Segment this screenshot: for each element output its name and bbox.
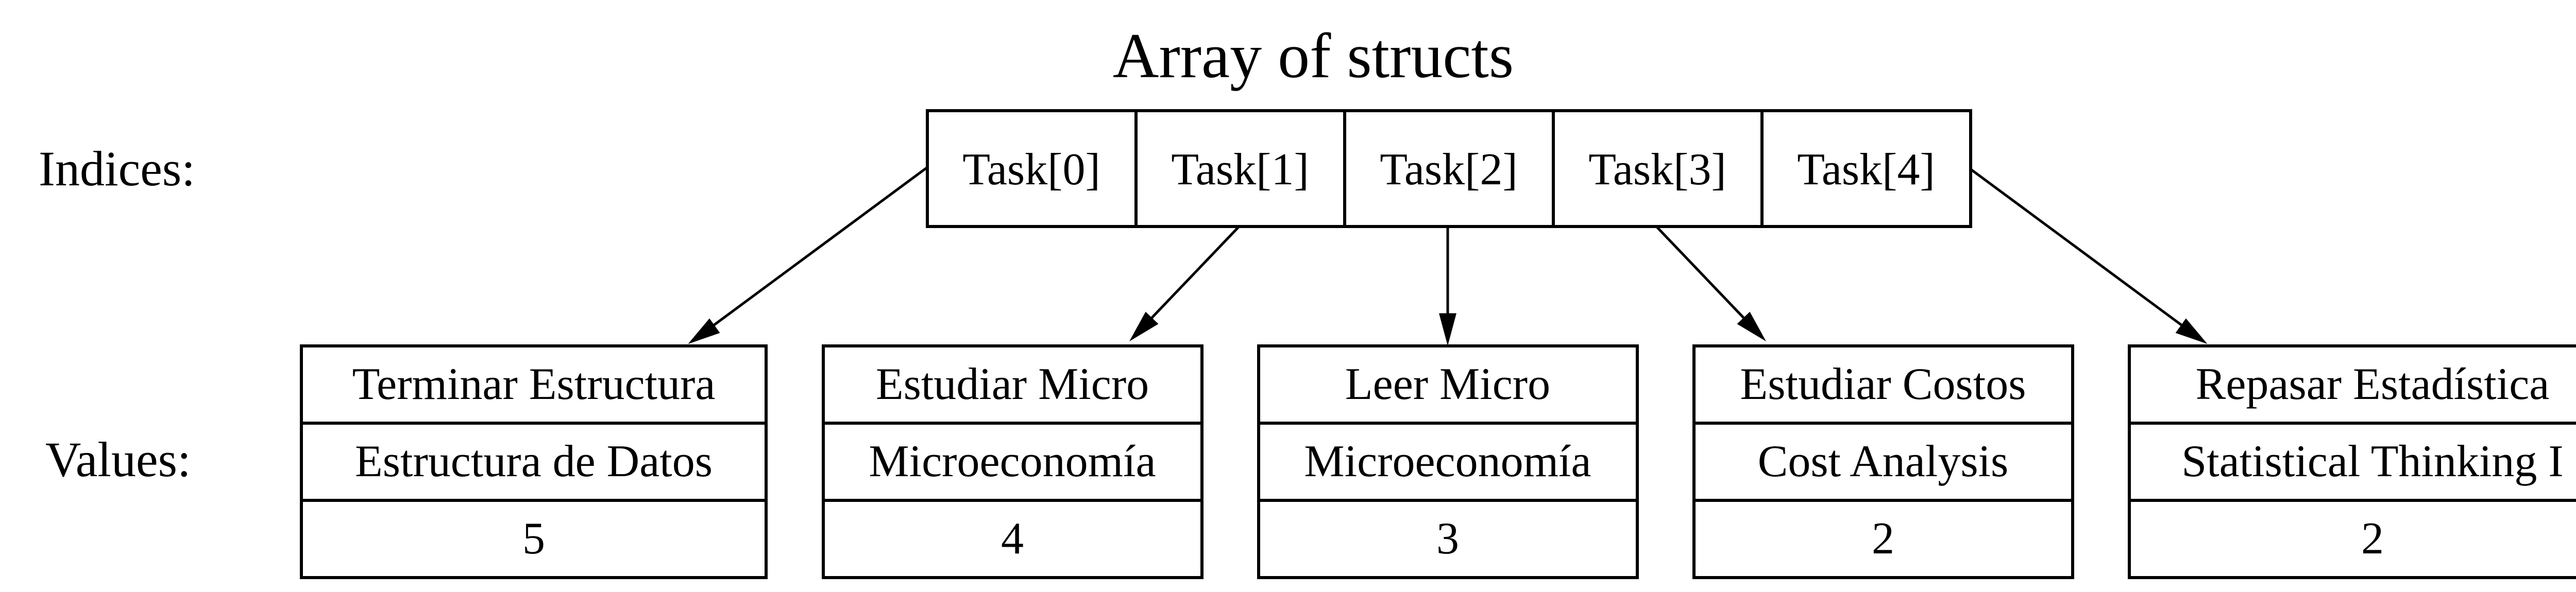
record-course: Microeconomía [869,437,1156,486]
record-course: Cost Analysis [1758,437,2009,486]
arrowhead-task-2 [1439,313,1456,346]
values-label: Values: [45,432,191,487]
edge-task-4 [1967,166,2183,327]
arrowhead-task-4 [2175,318,2208,344]
record-priority: 5 [522,514,545,564]
record-course: Statistical Thinking I [2181,437,2563,486]
edge-task-1 [1150,225,1240,319]
record-course: Estructura de Datos [355,437,713,486]
index-cell: Task[3] [1552,109,1764,228]
record-name: Leer Micro [1345,359,1550,409]
arrowhead-task-3 [1737,311,1766,342]
record-priority: 4 [1001,514,1024,564]
index-cell-label: Task[2] [1380,145,1518,195]
record-course: Microeconomía [1304,437,1591,486]
record-name: Terminar Estructura [352,359,716,409]
record-name: Estudiar Costos [1740,359,2026,409]
record-priority: 2 [2361,514,2384,564]
record-priority: 3 [1436,514,1459,564]
index-cell: Task[0] [926,109,1138,228]
index-cell-label: Task[1] [1171,145,1309,195]
indices-label: Indices: [39,141,195,196]
edge-task-3 [1655,225,1745,319]
struct-record: Repasar Estadística Statistical Thinking… [2128,344,2576,579]
record-priority: 2 [1872,514,1894,564]
diagram-title: Array of structs [1113,21,1514,91]
arrowhead-task-1 [1129,311,1159,342]
struct-record: Estudiar Costos Cost Analysis 2 [1692,344,2074,579]
struct-record: Terminar Estructura Estructura de Datos … [300,344,768,579]
struct-record: Leer Micro Microeconomía 3 [1257,344,1639,579]
index-cell: Task[4] [1760,109,1972,228]
pointer-edges [688,166,2208,346]
index-array: Task[0] Task[1] Task[2] Task[3] Task[4] [926,109,1972,228]
record-name: Estudiar Micro [876,359,1149,409]
index-cell: Task[1] [1134,109,1346,228]
edge-task-0 [713,166,928,327]
index-cell-label: Task[0] [962,145,1100,195]
struct-record: Estudiar Micro Microeconomía 4 [822,344,1204,579]
index-cell-label: Task[3] [1588,145,1726,195]
index-cell-label: Task[4] [1797,145,1935,195]
value-records: Terminar Estructura Estructura de Datos … [300,344,2576,579]
record-name: Repasar Estadística [2196,359,2550,409]
index-cell: Task[2] [1343,109,1555,228]
arrowhead-task-0 [688,318,720,344]
